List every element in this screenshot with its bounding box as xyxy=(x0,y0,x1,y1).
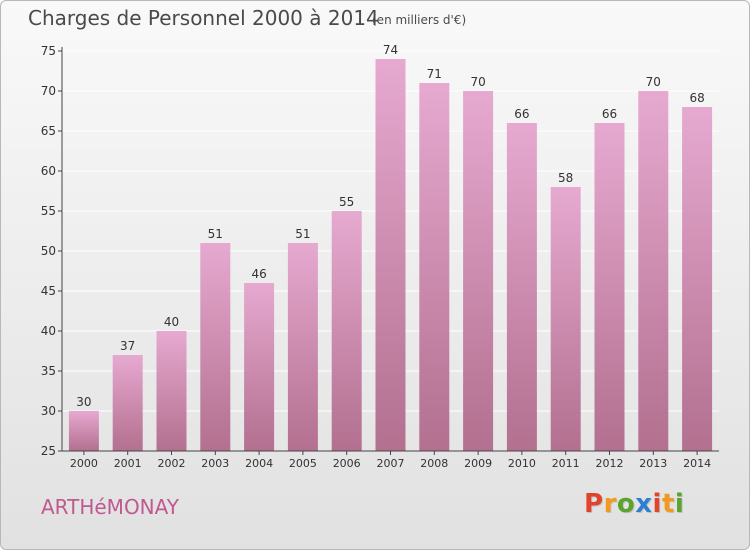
logo-letter: o xyxy=(616,489,636,519)
chart-title: Charges de Personnel 2000 à 2014 xyxy=(28,6,379,30)
x-tick-label: 2000 xyxy=(70,457,98,470)
bar xyxy=(287,243,318,451)
y-tick-label: 50 xyxy=(41,244,56,258)
data-label: 37 xyxy=(120,339,135,353)
y-tick-label: 35 xyxy=(41,364,56,378)
data-label: 70 xyxy=(646,75,661,89)
data-label: 30 xyxy=(76,395,91,409)
commune-name: ARTHéMONAY xyxy=(41,495,179,519)
x-tick-label: 2009 xyxy=(464,457,492,470)
x-tick-label: 2011 xyxy=(552,457,580,470)
data-label: 71 xyxy=(427,67,442,81)
data-label: 58 xyxy=(558,171,573,185)
bar xyxy=(638,91,669,451)
y-tick-label: 45 xyxy=(41,284,56,298)
data-label: 51 xyxy=(208,227,223,241)
bar xyxy=(244,283,275,451)
logo-letter: P xyxy=(584,489,604,519)
data-label: 70 xyxy=(470,75,485,89)
data-label: 74 xyxy=(383,43,398,57)
logo-letter: r xyxy=(603,489,617,519)
data-label: 46 xyxy=(251,267,266,281)
data-label: 51 xyxy=(295,227,310,241)
logo-letter: x xyxy=(635,489,653,519)
logo-letter: i xyxy=(674,489,685,519)
x-tick-label: 2013 xyxy=(639,457,667,470)
x-tick-label: 2008 xyxy=(420,457,448,470)
bar xyxy=(594,123,625,451)
x-tick-label: 2001 xyxy=(114,457,142,470)
data-label: 66 xyxy=(514,107,529,121)
y-tick-label: 55 xyxy=(41,204,56,218)
x-tick-label: 2002 xyxy=(158,457,186,470)
bar xyxy=(112,355,143,451)
bar xyxy=(682,107,713,451)
y-tick-label: 65 xyxy=(41,124,56,138)
y-tick-label: 25 xyxy=(41,444,56,458)
y-tick-label: 40 xyxy=(41,324,56,338)
bar xyxy=(156,331,187,451)
y-tick-label: 70 xyxy=(41,84,56,98)
y-tick-label: 75 xyxy=(41,44,56,58)
bar xyxy=(550,187,581,451)
bar xyxy=(200,243,231,451)
bar xyxy=(331,211,362,451)
data-label: 68 xyxy=(689,91,704,105)
x-tick-label: 2005 xyxy=(289,457,317,470)
bar xyxy=(419,83,450,451)
chart-subtitle: (en milliers d'€) xyxy=(372,13,467,27)
x-tick-label: 2012 xyxy=(596,457,624,470)
data-label: 66 xyxy=(602,107,617,121)
x-tick-label: 2004 xyxy=(245,457,273,470)
proxiti-logo[interactable]: Proxiti xyxy=(584,489,684,519)
x-tick-label: 2007 xyxy=(377,457,405,470)
data-label: 40 xyxy=(164,315,179,329)
x-tick-label: 2006 xyxy=(333,457,361,470)
bar xyxy=(506,123,537,451)
bar xyxy=(68,411,99,451)
x-tick-label: 2014 xyxy=(683,457,711,470)
data-label: 55 xyxy=(339,195,354,209)
y-tick-label: 30 xyxy=(41,404,56,418)
x-tick-label: 2010 xyxy=(508,457,536,470)
bar xyxy=(463,91,494,451)
x-tick-label: 2003 xyxy=(201,457,229,470)
bar xyxy=(375,59,406,451)
y-tick-label: 60 xyxy=(41,164,56,178)
logo-letter: t xyxy=(661,489,675,519)
logo-letter: i xyxy=(652,489,662,519)
